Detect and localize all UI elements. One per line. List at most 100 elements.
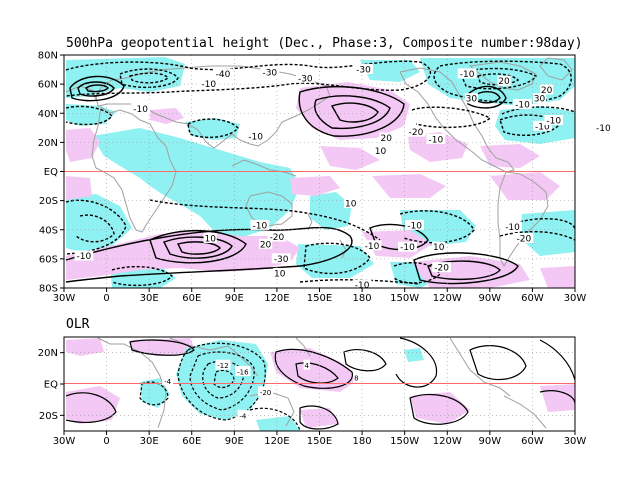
contour-label: -12 xyxy=(217,362,228,370)
contour-label: -10 xyxy=(407,221,422,231)
contour-label-bg xyxy=(354,64,373,75)
contour-label: -30 xyxy=(274,255,289,265)
contour-label-bg xyxy=(250,219,270,230)
contour-label: -4 xyxy=(239,412,247,420)
contour-label: -30 xyxy=(298,74,313,84)
contour-label: 10 xyxy=(345,200,357,210)
lat-tick-label: 20N xyxy=(38,348,58,359)
contour-label-bg xyxy=(213,68,233,79)
contour-label: -10 xyxy=(77,252,92,262)
contour-label-bg xyxy=(362,240,382,251)
contour-label-bg xyxy=(353,372,360,383)
contour-label: -10 xyxy=(248,133,263,143)
contour-label-bg xyxy=(203,232,217,243)
contour-label: 10 xyxy=(375,147,387,157)
contour-label-bg xyxy=(406,126,426,137)
bottom-panel-title: OLR xyxy=(66,317,90,332)
contour-label: -10 xyxy=(365,242,380,252)
lat-tick-label: 60N xyxy=(38,80,58,91)
lon-tick-label: 30W xyxy=(564,293,587,304)
contour-label-bg xyxy=(162,375,174,386)
contour-label-bg xyxy=(544,115,564,126)
lon-tick-label: 30W xyxy=(564,436,587,447)
contour-label: 30 xyxy=(534,95,546,105)
contour-label: 20 xyxy=(380,134,392,144)
lat-tick-label: 40S xyxy=(39,225,58,236)
lon-tick-label: 60W xyxy=(521,293,544,304)
lon-tick-label: 0 xyxy=(103,436,109,447)
contour-label: -40 xyxy=(216,70,231,80)
top-panel-title: 500hPa geopotential height (Dec., Phase:… xyxy=(66,36,583,51)
lon-tick-label: 120E xyxy=(264,293,289,304)
lon-tick-label: 30E xyxy=(140,293,159,304)
lat-tick-label: 20N xyxy=(38,138,58,149)
contour-label: -10 xyxy=(535,122,550,132)
contour-label-bg xyxy=(131,103,151,114)
lon-tick-label: 60E xyxy=(182,293,201,304)
lon-tick-label: 120W xyxy=(433,293,462,304)
bottom-contour-labels: -16 -20 -12 -4 4 -4 8 xyxy=(162,359,360,420)
contour-label: -10 xyxy=(546,117,561,127)
contour-label-bg xyxy=(540,84,554,95)
contour-label-bg xyxy=(513,99,532,110)
lon-tick-label: 90W xyxy=(479,293,502,304)
lon-tick-label: 150E xyxy=(307,436,332,447)
contour-label: 10 xyxy=(274,269,286,279)
contour-label-bg xyxy=(295,72,315,83)
lat-tick-label: 20S xyxy=(39,196,58,207)
lon-tick-label: 90E xyxy=(225,293,244,304)
contour-label: -10 xyxy=(400,243,415,253)
contour-label-bg xyxy=(503,221,522,232)
contour-label: -20 xyxy=(434,264,449,274)
lon-tick-label: 30W xyxy=(53,436,76,447)
lat-tick-label: 60S xyxy=(39,254,58,265)
contour-label-bg xyxy=(405,219,425,230)
lat-tick-label: EQ xyxy=(44,167,58,178)
lon-tick-label: 150E xyxy=(307,293,332,304)
contour-label: 30 xyxy=(466,95,478,105)
contour-label: -30 xyxy=(356,66,371,76)
lat-tick-label: 80N xyxy=(38,51,58,62)
top-contour-labels: -30-40-10-30-30 -102030-10-103020-10-10-1… xyxy=(74,64,613,291)
contour-label: -30 xyxy=(262,68,277,78)
contour-label: -10 xyxy=(429,135,444,145)
contour-label-bg xyxy=(215,359,231,370)
contour-label-bg xyxy=(303,359,310,370)
contour-label: -10 xyxy=(355,281,370,291)
lon-tick-label: 150W xyxy=(390,293,419,304)
contour-label: -20 xyxy=(409,128,424,138)
contour-label-bg xyxy=(497,75,511,86)
contour-label: 4 xyxy=(304,362,309,370)
lon-tick-label: 120E xyxy=(264,436,289,447)
top-negative-contours xyxy=(65,60,575,287)
contour-label: 10 xyxy=(433,243,445,253)
contour-label-bg xyxy=(464,93,478,104)
contour-label: -20 xyxy=(517,234,532,244)
top-positive-contours xyxy=(65,75,519,285)
contour-label-bg xyxy=(74,250,94,261)
contour-label-bg xyxy=(373,145,388,156)
contour-label: -10 xyxy=(596,124,611,134)
contour-label-bg xyxy=(257,386,274,397)
contour-label-bg xyxy=(532,93,547,104)
contour-label-bg xyxy=(432,241,446,252)
contour-label: -16 xyxy=(237,368,249,376)
contour-label: -10 xyxy=(515,101,530,111)
contour-label: -10 xyxy=(505,223,520,233)
lon-tick-label: 120W xyxy=(433,436,462,447)
contour-label: 10 xyxy=(204,234,216,244)
contour-label-bg xyxy=(260,66,280,77)
contour-label: -20 xyxy=(260,389,271,397)
contour-label-bg xyxy=(235,365,251,376)
contour-label: 20 xyxy=(498,77,510,87)
contour-label: -4 xyxy=(164,378,172,386)
contour-label-bg xyxy=(532,120,552,131)
contour-label-bg xyxy=(352,279,372,290)
contour-label-bg xyxy=(514,232,534,243)
bottom-panel-map xyxy=(64,337,575,431)
contour-label: 20 xyxy=(260,240,272,250)
contour-label: -20 xyxy=(270,233,285,243)
lat-tick-label: 80S xyxy=(39,284,58,295)
lon-tick-label: 60E xyxy=(182,436,201,447)
